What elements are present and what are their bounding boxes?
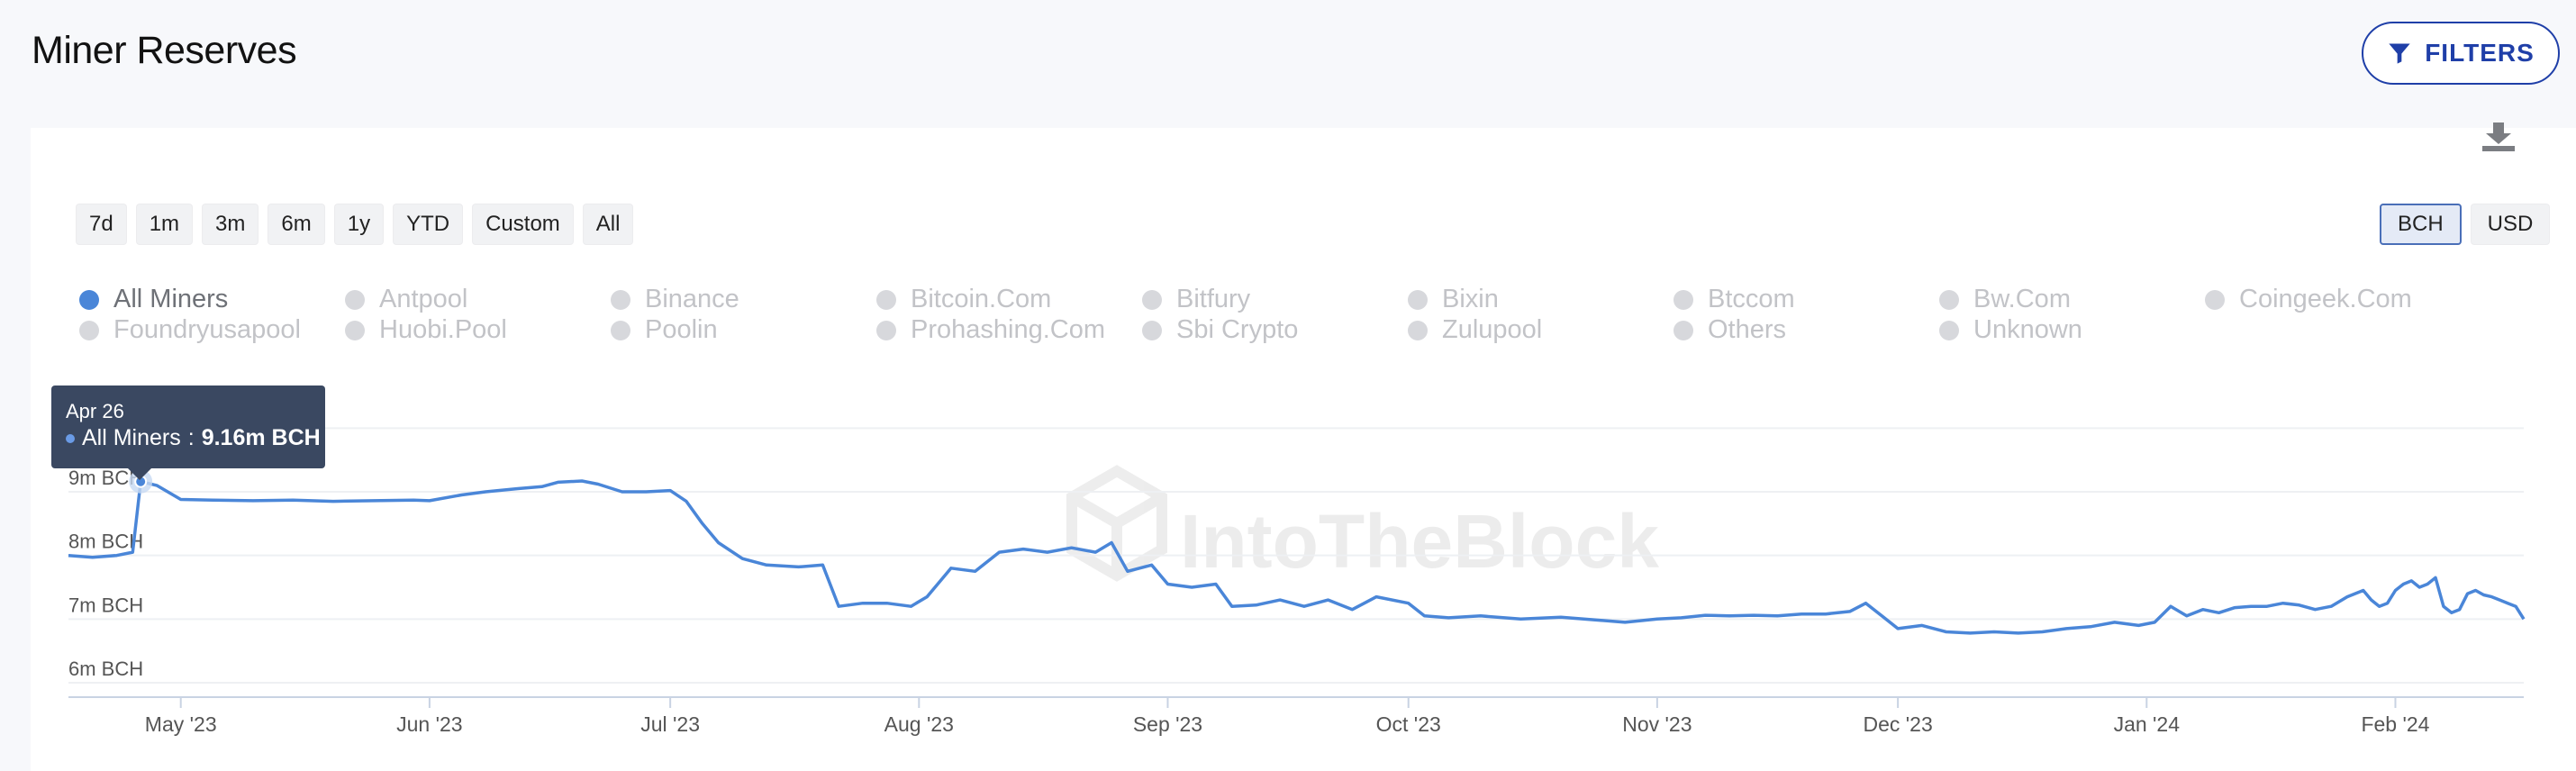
legend-item-huobi-pool[interactable]: Huobi.Pool: [345, 315, 507, 345]
legend-label: All Miners: [113, 285, 229, 313]
legend-dot: [2205, 289, 2225, 310]
legend-dot: [1142, 289, 1162, 310]
tooltip-series-name: All Miners: [82, 425, 181, 450]
legend-label: Binance: [645, 285, 739, 313]
legend-label: Huobi.Pool: [379, 315, 507, 344]
legend-item-zulupool[interactable]: Zulupool: [1408, 315, 1542, 345]
legend-label: Bixin: [1442, 285, 1499, 313]
legend-item-all-miners[interactable]: All Miners: [79, 285, 228, 314]
legend-item-antpool[interactable]: Antpool: [345, 285, 467, 314]
legend-dot: [1939, 320, 1959, 340]
legend-item-prohashing-com[interactable]: Prohashing.Com: [876, 315, 1105, 345]
legend-label: Others: [1708, 315, 1787, 344]
legend-label: Foundryusapool: [113, 315, 301, 344]
x-tick-label: Nov '23: [1622, 712, 1692, 736]
y-tick-label: 8m BCH: [68, 531, 143, 553]
legend-dot: [876, 320, 896, 340]
page-title: Miner Reserves: [32, 29, 297, 72]
x-tick-label: Oct '23: [1376, 712, 1441, 736]
legend-dot: [611, 320, 630, 340]
legend-item-bitfury[interactable]: Bitfury: [1142, 285, 1250, 314]
x-tick-label: Sep '23: [1133, 712, 1202, 736]
watermark-logo-icon: [1066, 465, 1167, 582]
filter-icon: [2389, 43, 2410, 64]
series-line-all-miners: [68, 479, 2526, 635]
legend-dot: [1408, 320, 1428, 340]
legend-label: Unknown: [1973, 315, 2082, 344]
legend-item-btccom[interactable]: Btccom: [1673, 285, 1795, 314]
legend-dot: [876, 289, 896, 310]
unit-selector: BCH USD: [2380, 204, 2551, 245]
legend-dot: [1673, 289, 1693, 310]
x-tick-label: Feb '24: [2361, 712, 2429, 736]
legend-item-unknown[interactable]: Unknown: [1939, 315, 2082, 345]
filters-button[interactable]: FILTERS: [2362, 22, 2560, 85]
legend-label: Bitcoin.Com: [911, 285, 1052, 313]
legend-dot: [1673, 320, 1693, 340]
legend-item-sbi-crypto[interactable]: Sbi Crypto: [1142, 315, 1298, 345]
legend-label: Antpool: [379, 285, 468, 313]
legend-item-bitcoin-com[interactable]: Bitcoin.Com: [876, 285, 1051, 314]
x-tick-label: Dec '23: [1864, 712, 1933, 736]
legend-label: Bitfury: [1176, 285, 1251, 313]
range-button-1y[interactable]: 1y: [333, 204, 385, 245]
legend-item-bw-com[interactable]: Bw.Com: [1939, 285, 2071, 314]
filters-label: FILTERS: [2425, 39, 2535, 67]
legend-label: Btccom: [1708, 285, 1795, 313]
legend-dot: [1142, 320, 1162, 340]
legend-label: Zulupool: [1442, 315, 1543, 344]
legend-item-coingeek-com[interactable]: Coingeek.Com: [2205, 285, 2412, 314]
legend-dot: [1939, 289, 1959, 310]
unit-button-bch[interactable]: BCH: [2380, 204, 2462, 245]
chart-tooltip: Apr 26 All Miners: 9.16m BCH: [51, 386, 325, 468]
unit-button-usd[interactable]: USD: [2470, 204, 2551, 245]
range-button-all[interactable]: All: [582, 204, 634, 245]
legend-label: Coingeek.Com: [2239, 285, 2412, 313]
download-icon[interactable]: [2481, 121, 2517, 153]
legend-label: Bw.Com: [1973, 285, 2071, 313]
legend-item-poolin[interactable]: Poolin: [611, 315, 718, 345]
legend-label: Poolin: [645, 315, 718, 344]
legend-item-foundryusapool[interactable]: Foundryusapool: [79, 315, 301, 345]
legend-label: Sbi Crypto: [1176, 315, 1299, 344]
legend-dot: [79, 320, 99, 340]
y-tick-label: 6m BCH: [68, 658, 143, 680]
range-button-custom[interactable]: Custom: [472, 204, 574, 245]
legend-dot: [1408, 289, 1428, 310]
x-tick-label: May '23: [145, 712, 217, 736]
range-button-3m[interactable]: 3m: [202, 204, 259, 245]
legend-label: Prohashing.Com: [911, 315, 1105, 344]
legend-dot: [345, 320, 365, 340]
tooltip-series-dot: [66, 433, 75, 443]
tooltip-arrow: [127, 467, 152, 480]
watermark: IntoTheBlock: [1066, 465, 1659, 584]
x-tick-label: Jul '23: [640, 712, 700, 736]
x-tick-label: Jan '24: [2114, 712, 2181, 736]
legend-item-others[interactable]: Others: [1673, 315, 1786, 345]
legend-item-bixin[interactable]: Bixin: [1408, 285, 1499, 314]
y-tick-label: 7m BCH: [68, 594, 143, 616]
range-button-ytd[interactable]: YTD: [393, 204, 464, 245]
tooltip-date: Apr 26: [66, 400, 124, 422]
x-tick-label: Jun '23: [396, 712, 462, 736]
legend-dot: [611, 289, 630, 310]
legend-item-binance[interactable]: Binance: [611, 285, 739, 314]
range-button-6m[interactable]: 6m: [268, 204, 325, 245]
legend-dot: [79, 289, 99, 310]
legend-dot: [345, 289, 365, 310]
range-button-7d[interactable]: 7d: [76, 204, 127, 245]
watermark-text: IntoTheBlock: [1180, 499, 1659, 584]
tooltip-value: 9.16m BCH: [201, 425, 321, 450]
range-button-1m[interactable]: 1m: [135, 204, 194, 245]
x-tick-label: Aug '23: [884, 712, 954, 736]
range-selector: 7d 1m 3m 6m 1y YTD Custom All: [76, 204, 634, 245]
